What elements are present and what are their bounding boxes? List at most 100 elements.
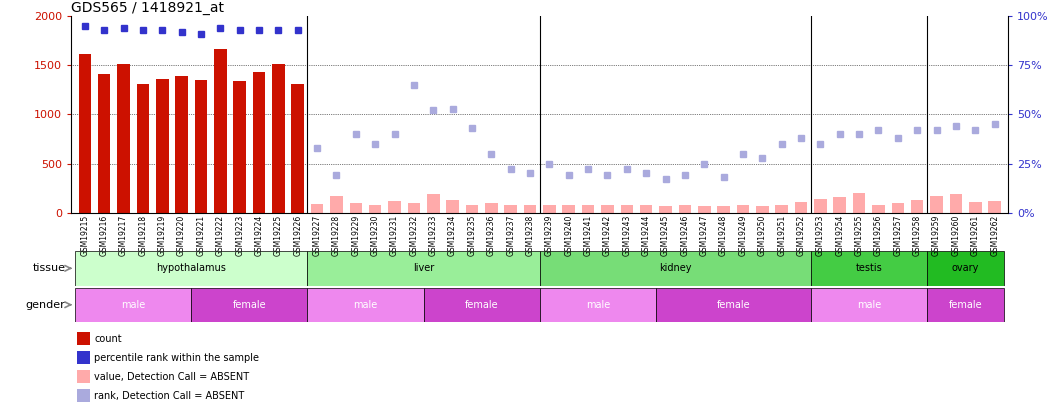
- Bar: [620, 205, 633, 213]
- Bar: [872, 205, 885, 213]
- Bar: [78, 333, 90, 345]
- Bar: [582, 205, 594, 213]
- Bar: [811, 251, 926, 286]
- Text: GSM19254: GSM19254: [835, 215, 845, 256]
- Bar: [656, 288, 811, 322]
- Text: GDS565 / 1418921_at: GDS565 / 1418921_at: [71, 1, 224, 15]
- Bar: [234, 81, 246, 213]
- Text: GSM19216: GSM19216: [100, 215, 109, 256]
- Bar: [272, 64, 285, 213]
- Bar: [969, 202, 982, 213]
- Bar: [540, 288, 656, 322]
- Text: GSM19256: GSM19256: [874, 215, 883, 256]
- Bar: [330, 196, 343, 213]
- Bar: [814, 199, 827, 213]
- Bar: [524, 205, 537, 213]
- Bar: [485, 203, 498, 213]
- Bar: [717, 206, 729, 213]
- Text: GSM19234: GSM19234: [449, 215, 457, 256]
- Bar: [136, 84, 149, 213]
- Text: female: female: [948, 300, 982, 310]
- Bar: [737, 205, 749, 213]
- Bar: [369, 205, 381, 213]
- Bar: [78, 389, 90, 402]
- Text: female: female: [465, 300, 499, 310]
- Text: GSM19244: GSM19244: [641, 215, 651, 256]
- Text: GSM19219: GSM19219: [158, 215, 167, 256]
- Text: GSM19221: GSM19221: [196, 215, 205, 256]
- Text: GSM19249: GSM19249: [739, 215, 747, 256]
- Text: GSM19258: GSM19258: [913, 215, 921, 256]
- Text: kidney: kidney: [659, 263, 692, 273]
- Text: percentile rank within the sample: percentile rank within the sample: [94, 353, 259, 362]
- Text: GSM19260: GSM19260: [952, 215, 960, 256]
- Text: GSM19228: GSM19228: [332, 215, 341, 256]
- Text: GSM19220: GSM19220: [177, 215, 187, 256]
- Text: GSM19231: GSM19231: [390, 215, 399, 256]
- Bar: [833, 197, 846, 213]
- Text: GSM19250: GSM19250: [758, 215, 767, 256]
- Bar: [427, 194, 439, 213]
- Text: GSM19261: GSM19261: [970, 215, 980, 256]
- Bar: [659, 206, 672, 213]
- Text: GSM19226: GSM19226: [293, 215, 302, 256]
- Text: male: male: [856, 300, 881, 310]
- Bar: [640, 205, 653, 213]
- Bar: [563, 205, 575, 213]
- Text: GSM19229: GSM19229: [351, 215, 361, 256]
- Text: GSM19257: GSM19257: [893, 215, 902, 256]
- Text: GSM19255: GSM19255: [854, 215, 864, 256]
- Text: GSM19241: GSM19241: [584, 215, 592, 256]
- Text: GSM19230: GSM19230: [371, 215, 379, 256]
- Bar: [175, 76, 188, 213]
- Text: value, Detection Call = ABSENT: value, Detection Call = ABSENT: [94, 371, 249, 382]
- Text: GSM19237: GSM19237: [506, 215, 516, 256]
- Text: GSM19225: GSM19225: [274, 215, 283, 256]
- Text: GSM19240: GSM19240: [564, 215, 573, 256]
- Bar: [465, 205, 478, 213]
- Bar: [291, 84, 304, 213]
- Bar: [892, 203, 904, 213]
- Text: GSM19217: GSM19217: [119, 215, 128, 256]
- Bar: [423, 288, 540, 322]
- Bar: [408, 203, 420, 213]
- Bar: [811, 288, 926, 322]
- Text: GSM19227: GSM19227: [312, 215, 322, 256]
- Bar: [78, 370, 90, 383]
- Bar: [253, 72, 265, 213]
- Text: GSM19259: GSM19259: [932, 215, 941, 256]
- Text: GSM19246: GSM19246: [680, 215, 690, 256]
- Text: GSM19238: GSM19238: [525, 215, 534, 256]
- Bar: [97, 74, 110, 213]
- Text: hypothalamus: hypothalamus: [156, 263, 226, 273]
- Bar: [446, 200, 459, 213]
- Text: GSM19252: GSM19252: [796, 215, 806, 256]
- Bar: [679, 205, 692, 213]
- Text: GSM19223: GSM19223: [235, 215, 244, 256]
- Text: liver: liver: [413, 263, 434, 273]
- Bar: [931, 196, 943, 213]
- Text: tissue: tissue: [32, 263, 65, 273]
- Bar: [926, 288, 1004, 322]
- Text: GSM19233: GSM19233: [429, 215, 438, 256]
- Bar: [602, 205, 614, 213]
- Bar: [756, 206, 768, 213]
- Text: GSM19245: GSM19245: [661, 215, 670, 256]
- Text: GSM19215: GSM19215: [81, 215, 89, 256]
- Bar: [307, 288, 423, 322]
- Bar: [776, 205, 788, 213]
- Text: ovary: ovary: [952, 263, 979, 273]
- Bar: [192, 288, 307, 322]
- Bar: [78, 351, 90, 364]
- Bar: [949, 194, 962, 213]
- Text: GSM19224: GSM19224: [255, 215, 263, 256]
- Text: male: male: [586, 300, 610, 310]
- Text: female: female: [233, 300, 266, 310]
- Text: GSM19253: GSM19253: [816, 215, 825, 256]
- Text: GSM19222: GSM19222: [216, 215, 225, 256]
- Text: GSM19239: GSM19239: [545, 215, 554, 256]
- Text: testis: testis: [855, 263, 882, 273]
- Bar: [988, 201, 1001, 213]
- Text: GSM19248: GSM19248: [719, 215, 728, 256]
- Text: GSM19232: GSM19232: [410, 215, 418, 256]
